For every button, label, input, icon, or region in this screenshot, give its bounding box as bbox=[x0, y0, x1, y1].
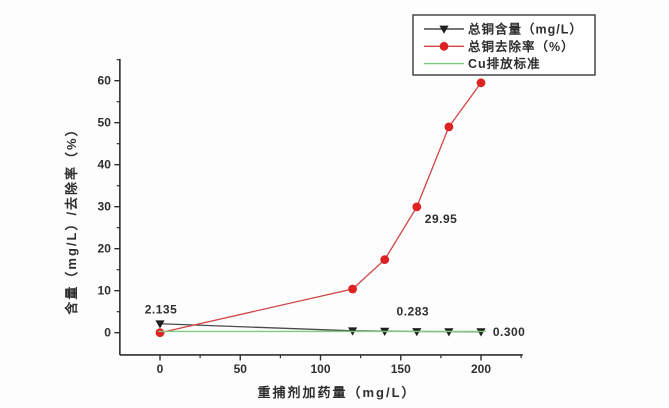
legend-marker-1 bbox=[439, 41, 449, 51]
series-0-marker bbox=[444, 328, 454, 337]
series-0-marker bbox=[412, 328, 422, 337]
y-axis-title: 含量（mg/L）/去除率（%） bbox=[64, 121, 79, 315]
chart-generated: 0 50 100 150 200 0 10 20 30 40 50 60 2.135 0.283 29.95… bbox=[98, 14, 596, 376]
legend-label-2: Cu排放标准 bbox=[468, 56, 541, 71]
legend-label-1: 总铜去除率（%） bbox=[468, 39, 575, 54]
x-tick-label: 150 bbox=[391, 362, 411, 376]
x-axis-title: 重捕剂加药量（mg/L） bbox=[257, 385, 416, 400]
x-tick-label: 0 bbox=[157, 362, 164, 376]
legend-label-0: 总铜含量（mg/L） bbox=[468, 22, 583, 37]
series-0-marker bbox=[476, 328, 486, 337]
y-tick-label: 30 bbox=[98, 200, 112, 214]
y-tick-label: 0 bbox=[104, 326, 111, 340]
y-tick-label: 40 bbox=[98, 158, 112, 172]
y-tick-label: 10 bbox=[98, 284, 112, 298]
series-1-marker bbox=[380, 255, 390, 265]
y-tick-label: 20 bbox=[98, 242, 112, 256]
series-1-marker bbox=[155, 328, 165, 338]
series-1-marker bbox=[476, 78, 486, 88]
series-1-line bbox=[159, 82, 482, 334]
x-tick-label: 200 bbox=[471, 362, 491, 376]
annotation-2.135: 2.135 bbox=[145, 303, 178, 317]
legend-marker-0 bbox=[439, 25, 449, 34]
series-0-line bbox=[159, 323, 482, 333]
y-tick-label: 60 bbox=[98, 74, 112, 88]
annotation-0.300: 0.300 bbox=[493, 325, 526, 339]
series-1-marker bbox=[348, 284, 357, 294]
series-1-marker bbox=[412, 202, 422, 212]
annotation-0.283: 0.283 bbox=[397, 305, 430, 319]
x-tick-label: 100 bbox=[310, 362, 330, 376]
x-tick-label: 50 bbox=[234, 362, 248, 376]
series-1-marker bbox=[444, 122, 454, 132]
annotation-29.95: 29.95 bbox=[425, 212, 458, 226]
y-tick-label: 50 bbox=[98, 116, 112, 130]
series-0-marker bbox=[155, 320, 165, 329]
